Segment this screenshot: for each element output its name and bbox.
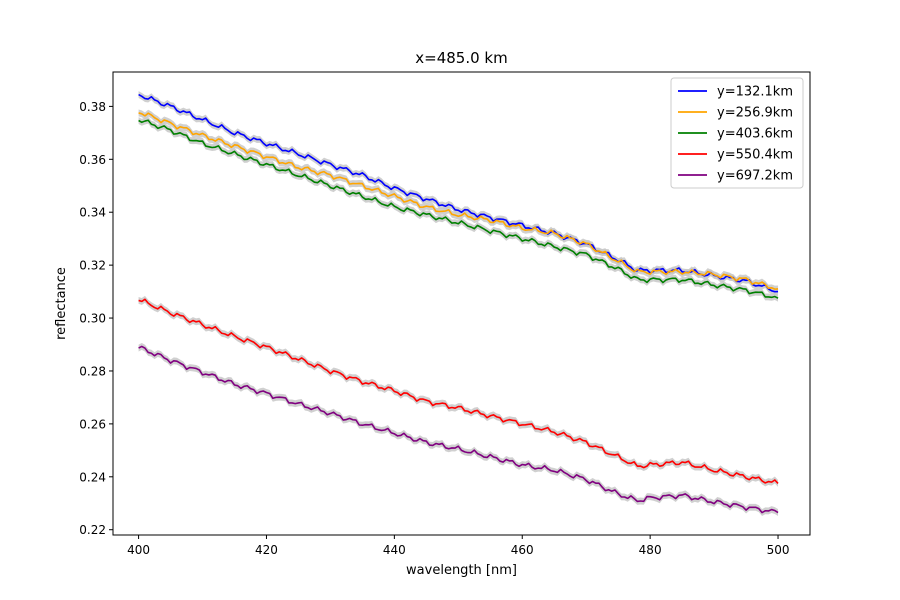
y-tick-label: 0.34 (79, 206, 106, 220)
series-line-2 (138, 112, 779, 290)
y-axis-ticks: 0.22 0.24 0.26 0.28 0.30 0.32 0.34 0.36 0.38 (79, 100, 113, 537)
y-tick-label: 0.28 (79, 364, 106, 378)
legend-label: y=403.6km (717, 127, 793, 142)
series-line-3 (138, 119, 779, 299)
y-tick-label: 0.24 (79, 470, 106, 484)
uncertainty-band-3 (138, 116, 779, 302)
legend-label: y=697.2km (717, 169, 793, 184)
x-tick-label: 440 (383, 543, 406, 557)
legend-box (670, 77, 804, 189)
series-lines (138, 93, 779, 514)
x-axis-label: wavelength [nm] (406, 563, 517, 578)
legend-label: y=256.9km (717, 106, 793, 121)
y-tick-label: 0.38 (79, 100, 106, 114)
x-tick-label: 460 (511, 543, 534, 557)
series-line-5 (138, 345, 779, 514)
y-tick-label: 0.30 (79, 312, 106, 326)
x-axis-ticks: 400 420 440 460 480 500 (127, 535, 789, 557)
plot-area-frame (112, 71, 811, 536)
y-tick-label: 0.32 (79, 259, 106, 273)
y-tick-label: 0.26 (79, 417, 106, 431)
legend-label: y=550.4km (717, 148, 793, 163)
y-tick-label: 0.36 (79, 153, 106, 167)
y-tick-label: 0.22 (79, 523, 106, 537)
x-tick-label: 400 (127, 543, 150, 557)
x-tick-label: 480 (639, 543, 662, 557)
chart-title: x=485.0 km (415, 49, 507, 67)
y-axis-label: reflectance (54, 267, 69, 340)
legend-label: y=132.1km (717, 85, 793, 100)
series-line-4 (138, 298, 779, 484)
x-tick-label: 420 (255, 543, 278, 557)
legend: y=132.1km y=256.9km y=403.6km y=550.4km y=69… (670, 77, 804, 189)
x-tick-label: 500 (767, 543, 790, 557)
